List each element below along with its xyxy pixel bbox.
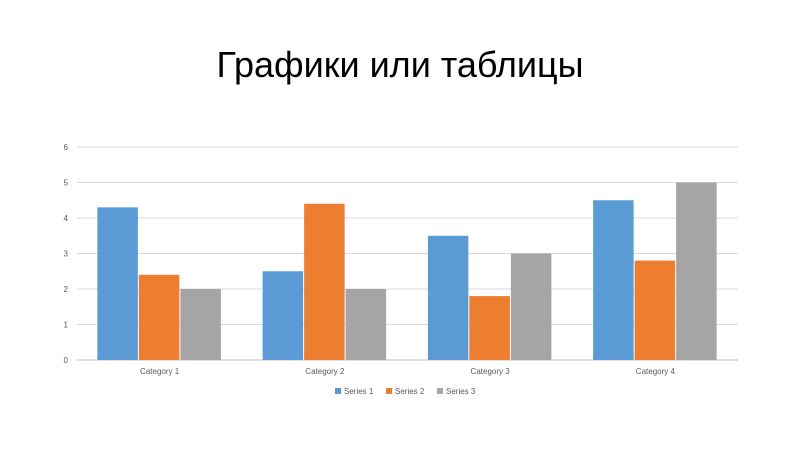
chart-bars (97, 182, 717, 360)
y-tick-label: 1 (64, 321, 69, 330)
legend-swatch (386, 388, 392, 394)
y-tick-label: 6 (64, 143, 69, 152)
x-category-label: Category 2 (305, 367, 345, 376)
x-category-label: Category 1 (140, 367, 180, 376)
legend-label: Series 1 (344, 387, 374, 396)
legend-swatch (335, 388, 341, 394)
legend-swatch (437, 388, 443, 394)
bar-series3-category4 (676, 182, 717, 360)
y-tick-label: 4 (64, 214, 69, 223)
bar-series1-category3 (427, 235, 469, 360)
x-category-label: Category 3 (471, 367, 511, 376)
slide-title: Графики или таблицы (216, 44, 584, 85)
legend-label: Series 3 (446, 387, 476, 396)
y-tick-label: 0 (64, 356, 69, 365)
chart-legend: Series 1 Series 2 Series 3 (335, 387, 476, 396)
bar-series1-category2 (262, 271, 304, 360)
bar-series2-category4 (634, 260, 676, 360)
y-axis-tick-labels: 0 1 2 3 4 5 6 (64, 143, 69, 365)
y-tick-label: 3 (64, 250, 69, 259)
y-tick-label: 2 (64, 285, 69, 294)
legend-label: Series 2 (395, 387, 425, 396)
bar-series2-category2 (304, 203, 345, 360)
bar-series1-category4 (593, 200, 634, 360)
bar-series3-category3 (510, 253, 552, 360)
y-tick-label: 5 (64, 179, 69, 188)
bar-series2-category3 (469, 296, 510, 360)
bar-series3-category1 (180, 289, 221, 360)
bar-series1-category1 (97, 207, 138, 360)
x-axis-category-labels: Category 1 Category 2 Category 3 Category 4 (140, 367, 675, 376)
bar-series3-category2 (345, 289, 387, 360)
x-category-label: Category 4 (636, 367, 676, 376)
bar-series2-category1 (138, 274, 180, 360)
